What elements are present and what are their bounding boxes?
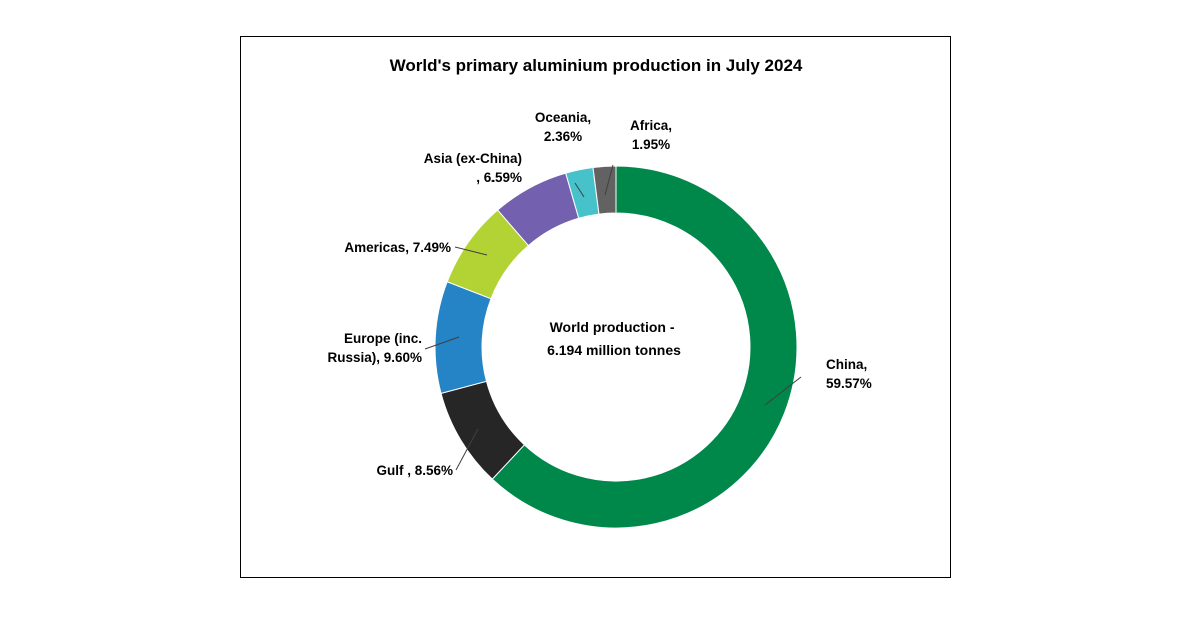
leader-line-5 bbox=[574, 182, 585, 198]
slice-label-0: China, 59.57% bbox=[826, 357, 872, 391]
leader-lines bbox=[424, 164, 802, 471]
slice-label-5-line-0: Oceania, bbox=[535, 110, 591, 125]
slice-label-3: Americas, 7.49% bbox=[344, 240, 451, 255]
center-label-line-2: 6.194 million tonnes bbox=[547, 342, 681, 358]
leader-line-6 bbox=[604, 164, 614, 196]
center-label: World production - 6.194 million tonnes bbox=[547, 319, 681, 358]
slice-label-2-line-1: Russia), 9.60% bbox=[327, 350, 422, 365]
slice-label-2-line-0: Europe (inc. bbox=[344, 331, 422, 346]
slice-6 bbox=[592, 165, 617, 215]
slice-label-2: Europe (inc. Russia), 9.60% bbox=[327, 331, 422, 365]
slice-label-4-line-0: Asia (ex-China) bbox=[424, 151, 522, 166]
slice-label-1-line-0: Gulf , 8.56% bbox=[376, 463, 453, 478]
slice-label-1: Gulf , 8.56% bbox=[376, 463, 453, 478]
donut-slices bbox=[434, 165, 798, 529]
slice-label-4: Asia (ex-China) , 6.59% bbox=[424, 151, 522, 185]
leader-line-1 bbox=[455, 428, 479, 471]
slice-label-4-line-1: , 6.59% bbox=[476, 170, 522, 185]
slice-label-6-line-0: Africa, bbox=[630, 118, 672, 133]
chart-frame: World's primary aluminium production in … bbox=[240, 36, 951, 578]
leader-line-0 bbox=[764, 376, 802, 406]
center-label-line-1: World production - bbox=[550, 319, 675, 335]
slice-2 bbox=[434, 281, 492, 394]
slice-label-6-line-1: 1.95% bbox=[632, 137, 670, 152]
donut-chart: World's primary aluminium production in … bbox=[327, 56, 872, 529]
slice-label-6: Africa, 1.95% bbox=[630, 118, 672, 152]
slice-label-3-line-0: Americas, 7.49% bbox=[344, 240, 451, 255]
slice-label-5: Oceania, 2.36% bbox=[535, 110, 591, 144]
slice-0 bbox=[491, 165, 798, 529]
leader-line-2 bbox=[424, 336, 460, 350]
slice-label-0-line-1: 59.57% bbox=[826, 376, 872, 391]
slice-labels: China, 59.57% Gulf , 8.56% Europe (inc. Russ… bbox=[327, 110, 871, 478]
slice-label-0-line-0: China, bbox=[826, 357, 867, 372]
slice-label-5-line-1: 2.36% bbox=[544, 129, 582, 144]
chart-title: World's primary aluminium production in … bbox=[390, 56, 803, 75]
leader-line-3 bbox=[454, 246, 488, 256]
